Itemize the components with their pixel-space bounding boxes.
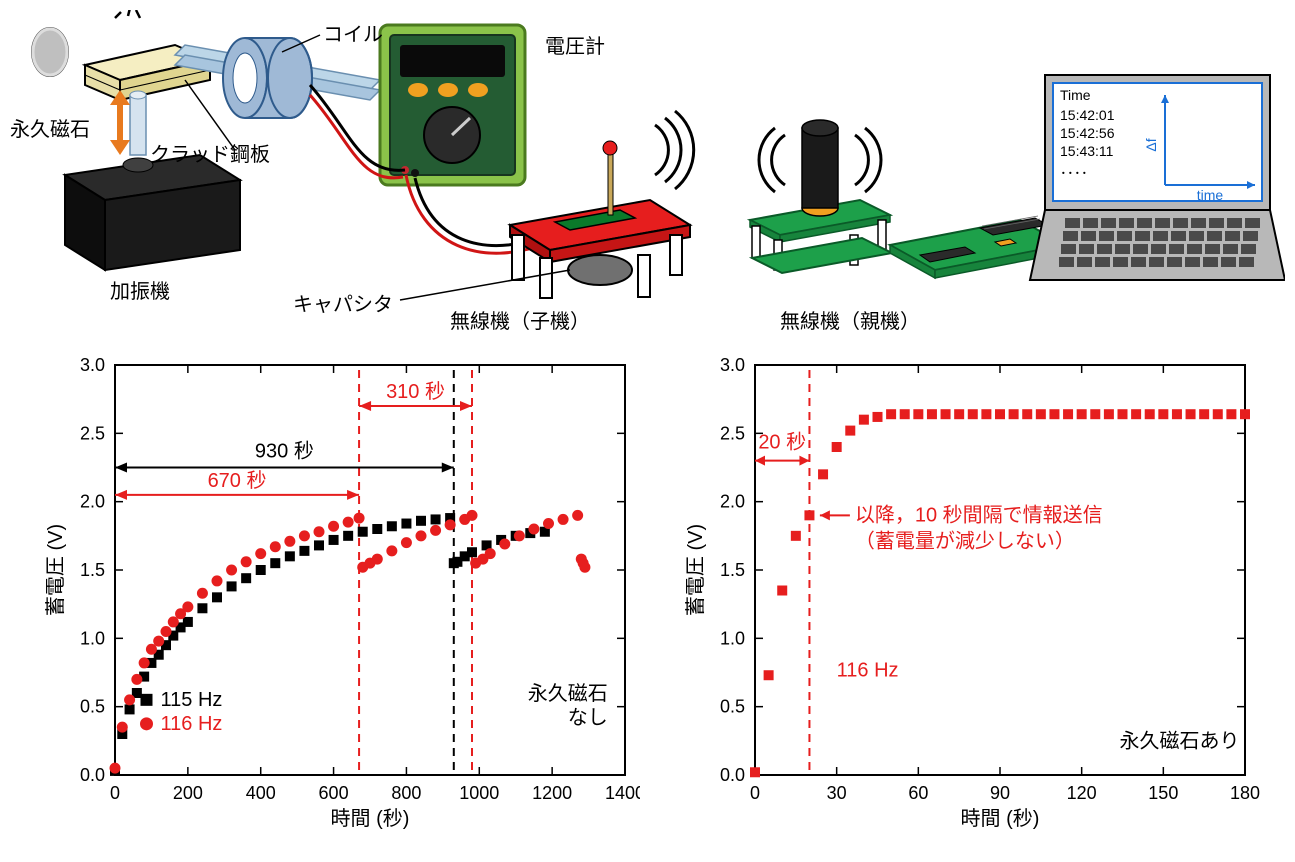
svg-text:1.5: 1.5: [80, 560, 105, 580]
svg-text:1000: 1000: [459, 783, 499, 803]
svg-text:0.0: 0.0: [720, 765, 745, 785]
shaker: [65, 155, 240, 270]
svg-text:90: 90: [990, 783, 1010, 803]
svg-text:以降，10 秒間隔で情報送信: 以降，10 秒間隔で情報送信: [855, 503, 1103, 526]
laptop-time-header: Time: [1060, 87, 1091, 103]
svg-text:2.0: 2.0: [720, 492, 745, 512]
svg-text:時間 (秒): 時間 (秒): [331, 807, 410, 830]
svg-text:1400: 1400: [605, 783, 640, 803]
svg-text:1.0: 1.0: [80, 628, 105, 648]
svg-text:800: 800: [391, 783, 421, 803]
label-magnet: 永久磁石: [10, 113, 90, 142]
svg-text:115 Hz: 115 Hz: [161, 689, 223, 711]
svg-text:time: time: [1197, 187, 1224, 203]
svg-text:蓄電圧 (V): 蓄電圧 (V): [44, 524, 67, 616]
svg-text:3.0: 3.0: [80, 355, 105, 375]
vibration-arrow: [110, 90, 130, 155]
experimental-setup-schematic: Time 15:42:01 15:42:56 15:43:11 ．．．． tim…: [10, 10, 1285, 340]
svg-text:150: 150: [1148, 783, 1178, 803]
label-voltmeter: 電圧計: [545, 30, 605, 59]
svg-text:1.5: 1.5: [720, 560, 745, 580]
svg-text:2.5: 2.5: [80, 423, 105, 443]
svg-text:時間 (秒): 時間 (秒): [961, 807, 1040, 830]
svg-text:永久磁石: 永久磁石: [528, 682, 608, 705]
svg-text:蓄電圧 (V): 蓄電圧 (V): [684, 524, 707, 616]
chart-right: 0 30 60 90 120 150 180 0.0 0.5 1.0 1.5 2.0 2.5 3.0 時間 …: [680, 350, 1260, 840]
svg-text:Δf: Δf: [1143, 138, 1159, 151]
schematic-svg: Time 15:42:01 15:42:56 15:43:11 ．．．． tim…: [10, 10, 1285, 340]
svg-text:永久磁石あり: 永久磁石あり: [1120, 730, 1240, 753]
svg-text:670 秒: 670 秒: [208, 469, 267, 492]
svg-text:2.0: 2.0: [80, 492, 105, 512]
svg-text:1200: 1200: [532, 783, 572, 803]
svg-text:30: 30: [827, 783, 847, 803]
chart-left: 0 200 400 600 800 1000 1200 1400 0.0 0.5 1.0 1.5 2.0…: [40, 350, 640, 840]
svg-text:（蓄電量が減少しない）: （蓄電量が減少しない）: [855, 529, 1075, 552]
svg-text:なし: なし: [568, 707, 608, 729]
svg-text:20 秒: 20 秒: [758, 431, 806, 454]
svg-text:400: 400: [246, 783, 276, 803]
svg-text:15:42:56: 15:42:56: [1060, 125, 1115, 141]
label-capacitor: キャパシタ: [293, 288, 393, 317]
svg-text:116 Hz: 116 Hz: [837, 660, 899, 682]
svg-text:180: 180: [1230, 783, 1260, 803]
svg-text:．．．．: ．．．．: [1060, 161, 1095, 177]
svg-text:3.0: 3.0: [720, 355, 745, 375]
child-transmitter: [510, 111, 694, 298]
svg-text:0: 0: [110, 783, 120, 803]
voltmeter: [380, 25, 525, 185]
label-tx-parent: 無線機（親機）: [780, 305, 920, 334]
svg-text:930 秒: 930 秒: [255, 440, 314, 463]
magnet-disc: [32, 28, 68, 76]
chart-left-wrap: 0 200 400 600 800 1000 1200 1400 0.0 0.5 1.0 1.5 2.0…: [40, 350, 640, 840]
label-tx-child: 無線機（子機）: [450, 305, 590, 334]
svg-text:0: 0: [750, 783, 760, 803]
label-clad: クラッド鋼板: [150, 138, 270, 167]
svg-text:600: 600: [319, 783, 349, 803]
svg-text:120: 120: [1067, 783, 1097, 803]
label-shaker: 加振機: [110, 275, 170, 304]
svg-text:15:43:11: 15:43:11: [1060, 143, 1114, 159]
svg-text:0.5: 0.5: [80, 697, 105, 717]
svg-text:200: 200: [173, 783, 203, 803]
svg-text:0.0: 0.0: [80, 765, 105, 785]
label-coil: コイル: [323, 18, 383, 47]
shaft: [130, 91, 146, 155]
svg-text:116 Hz: 116 Hz: [161, 713, 223, 735]
chart-right-wrap: 0 30 60 90 120 150 180 0.0 0.5 1.0 1.5 2.0 2.5 3.0 時間 …: [680, 350, 1260, 840]
svg-text:0.5: 0.5: [720, 697, 745, 717]
coil: [223, 38, 312, 118]
svg-text:1.0: 1.0: [720, 628, 745, 648]
svg-text:60: 60: [908, 783, 928, 803]
svg-text:15:42:01: 15:42:01: [1060, 107, 1115, 123]
svg-text:2.5: 2.5: [720, 423, 745, 443]
svg-text:310 秒: 310 秒: [386, 380, 445, 403]
